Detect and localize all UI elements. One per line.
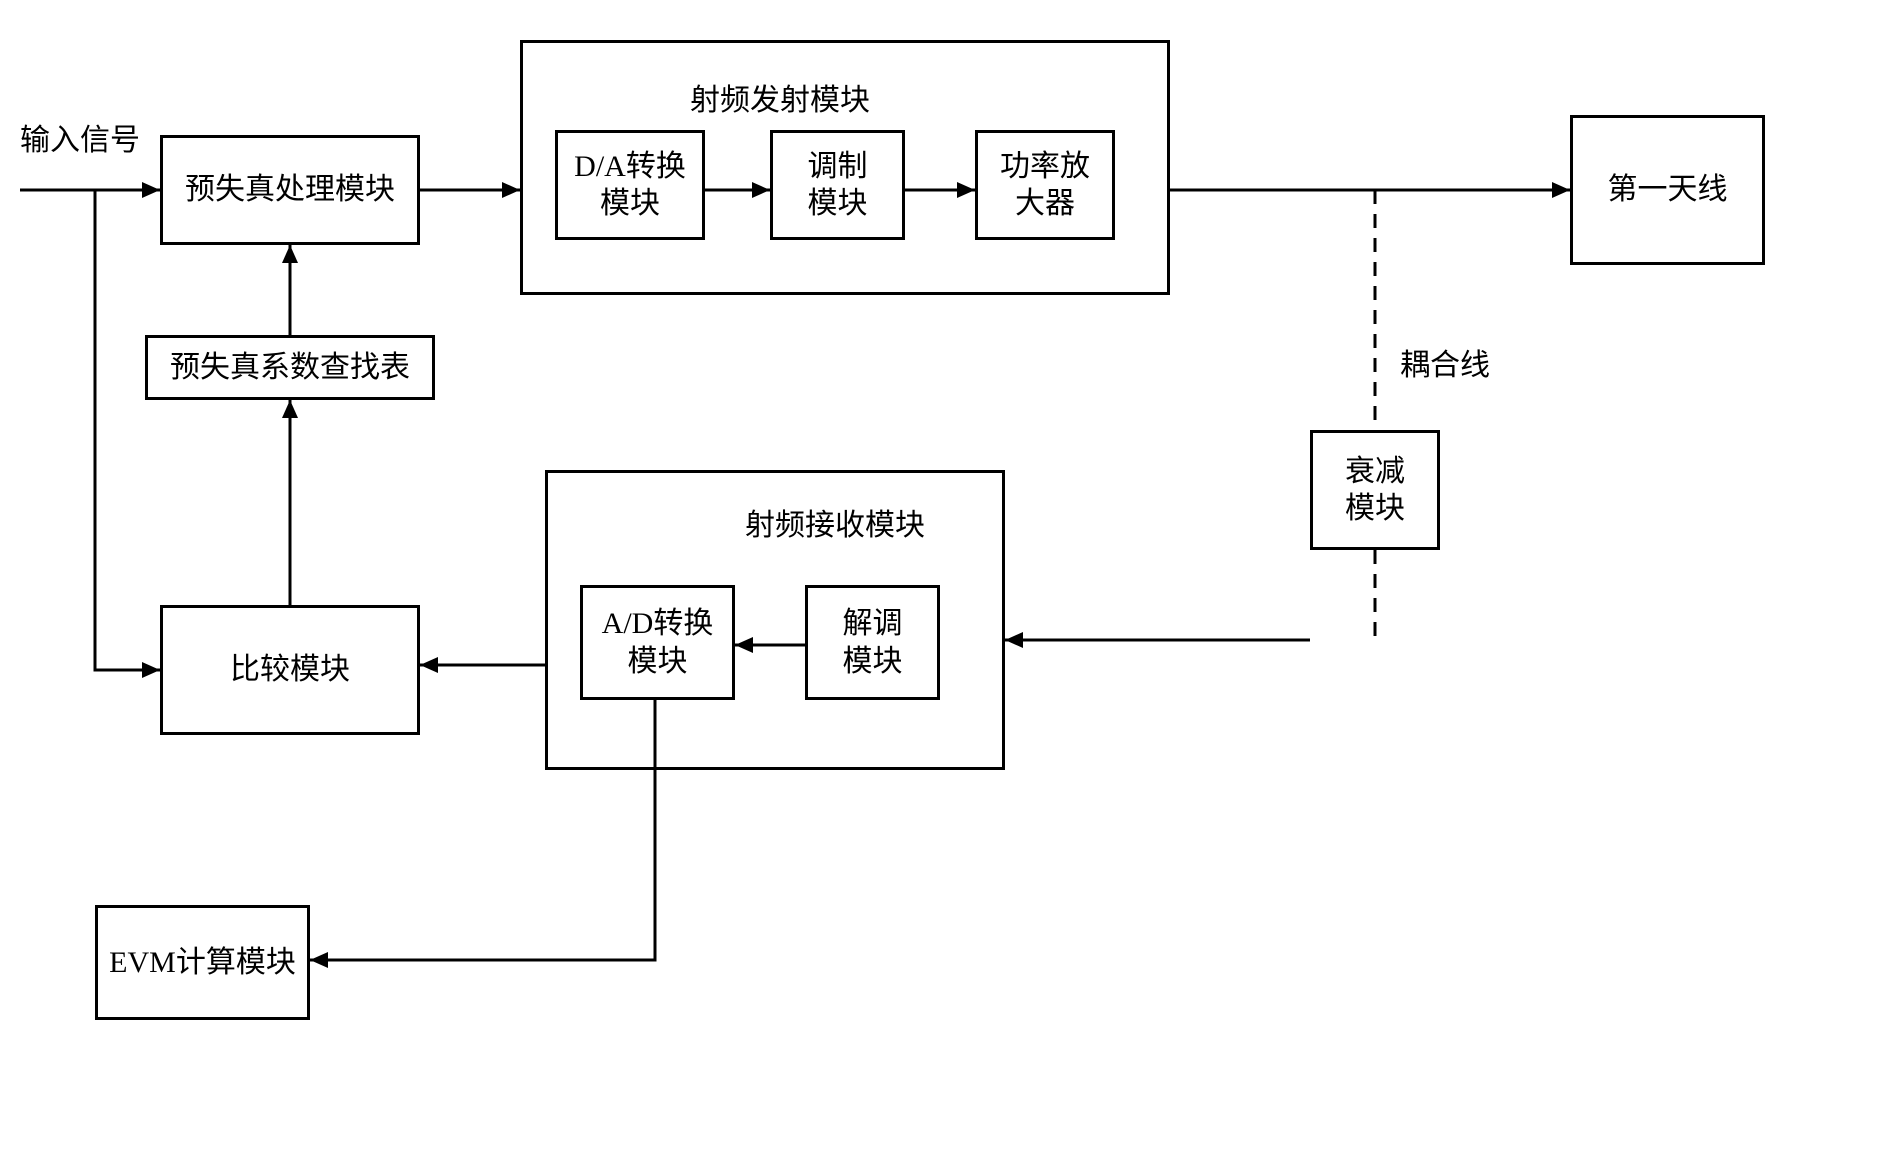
box-ad: A/D转换 模块 — [580, 585, 735, 700]
edge-in-tap-down — [95, 190, 160, 670]
diagram-canvas: 输入信号 射频发射模块 射频接收模块 耦合线 预失真处理模块 第一天线 预失真系… — [0, 0, 1895, 1176]
arrowhead-rx-to-compare — [420, 657, 438, 673]
box-evm: EVM计算模块 — [95, 905, 310, 1020]
arrowhead-ad-to-evm — [310, 952, 328, 968]
box-predistort: 预失真处理模块 — [160, 135, 420, 245]
box-da: D/A转换 模块 — [555, 130, 705, 240]
box-demod: 解调 模块 — [805, 585, 940, 700]
arrowhead-in-tap-down — [142, 662, 160, 678]
label-coupling-line: 耦合线 — [1400, 340, 1490, 384]
arrowhead-in-to-predistort — [142, 182, 160, 198]
box-mod: 调制 模块 — [770, 130, 905, 240]
box-lut: 预失真系数查找表 — [145, 335, 435, 400]
arrowhead-atten-to-rx — [1005, 632, 1023, 648]
box-pa: 功率放 大器 — [975, 130, 1115, 240]
arrowhead-lut-to-predistort — [282, 245, 298, 263]
arrowhead-compare-to-lut — [282, 400, 298, 418]
label-input-signal: 输入信号 — [20, 115, 140, 159]
arrowhead-predistort-to-tx — [502, 182, 520, 198]
box-attenuator: 衰减 模块 — [1310, 430, 1440, 550]
box-first-antenna: 第一天线 — [1570, 115, 1765, 265]
box-compare: 比较模块 — [160, 605, 420, 735]
arrowhead-tx-to-antenna — [1552, 182, 1570, 198]
